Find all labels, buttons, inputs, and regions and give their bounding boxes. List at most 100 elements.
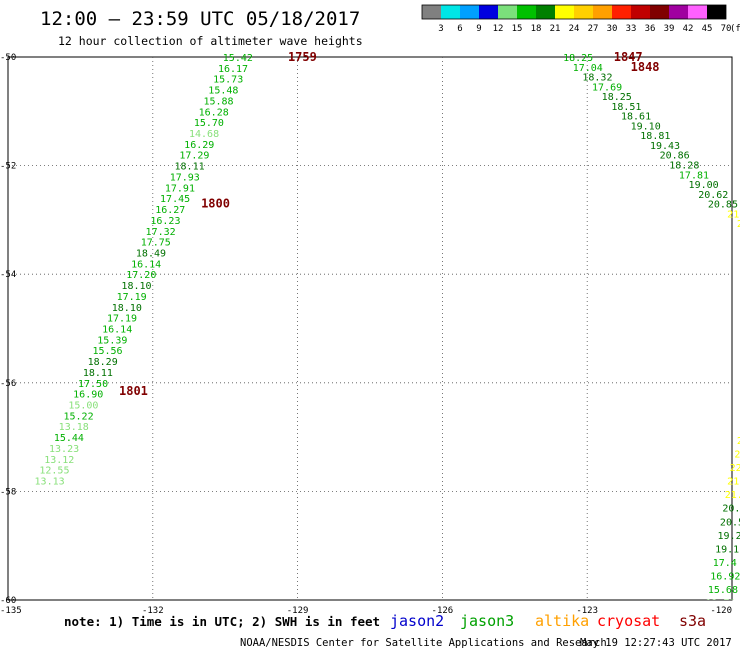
wave-height-value: 13.23: [49, 444, 79, 455]
longitude-labels: -135 -132 -129 -126 -123 -120: [0, 606, 732, 616]
satellite-jason2: jason2: [390, 612, 444, 630]
legend-label: 12: [493, 24, 504, 34]
wave-height-value: 13.12: [44, 455, 74, 466]
altimeter-track: 15.4216.1715.7315.4815.8816.2815.7014.68…: [35, 50, 317, 488]
wave-height-value: 20.85: [708, 200, 738, 211]
time-label: 1847: [614, 50, 643, 64]
wave-height-value: 12.72: [705, 599, 735, 610]
altimeter-track: 2 2. 22 21. 21. 20.0 20.5 19.2 19.1 17.4 16.92 15.6…: [705, 436, 740, 610]
wave-height-value: 18.32: [582, 73, 612, 84]
legend-swatch: [593, 5, 612, 19]
legend-label: 6: [457, 24, 462, 34]
longitude-label: -129: [287, 606, 309, 616]
wave-height-value: 15.68: [708, 585, 738, 596]
legend-label: 27: [588, 24, 599, 34]
legend-swatch: [707, 5, 726, 19]
wave-height-value: 17.69: [592, 82, 622, 93]
wave-height-value: 18.25: [563, 53, 593, 64]
legend-label: 39: [664, 24, 675, 34]
time-label: 1801: [119, 384, 148, 398]
footer-credit: NOAA/NESDIS Center for Satellite Applica…: [240, 637, 607, 649]
wave-height-value: 15.56: [92, 346, 122, 357]
legend-label: 21: [550, 24, 561, 34]
legend-border: [421, 4, 727, 20]
wave-height-value: 22: [730, 463, 740, 474]
wave-height-value: 13.13: [35, 477, 65, 488]
map-border: [7, 56, 733, 601]
legend-label: 42: [683, 24, 694, 34]
time-label: 1800: [201, 197, 230, 211]
wave-height-value: 16.14: [131, 259, 161, 270]
wave-height-value: 17.4: [713, 558, 737, 569]
wave-height-value: 16.14: [102, 325, 132, 336]
wave-height-value: 21.: [725, 490, 740, 501]
time-label: 1848: [631, 60, 660, 74]
wave-height-value: 18.51: [611, 102, 641, 113]
satellite-cryosat: cryosat: [597, 612, 660, 630]
wave-height-value: 20.5: [720, 517, 740, 528]
wave-height-value: 18.28: [669, 161, 699, 172]
legend-swatch: [441, 5, 460, 19]
time-label: 1759: [288, 50, 317, 64]
wave-height-value: 18.49: [136, 248, 166, 259]
wave-height-value: 17.29: [179, 151, 209, 162]
legend-swatch: [498, 5, 517, 19]
wave-height-value: 18.10: [112, 303, 142, 314]
satellite-legend: jason2 jason3 altika cryosat s3a: [390, 612, 706, 630]
legend-swatch: [517, 5, 536, 19]
wave-height-value: 19.10: [631, 121, 661, 132]
wave-height-value: 14.68: [189, 129, 219, 140]
wave-height-value: 17.19: [107, 314, 137, 325]
wave-height-value: 19.00: [689, 180, 719, 191]
wave-height-value: 17.19: [117, 292, 147, 303]
wave-height-value: 15.48: [208, 86, 238, 97]
legend-swatch: [422, 5, 441, 19]
wave-height-value: 18.10: [121, 281, 151, 292]
legend-label: 70: [721, 24, 732, 34]
map-frame: [7, 56, 733, 601]
wave-height-value: 17.91: [165, 183, 195, 194]
wave-height-value: 17.20: [126, 270, 156, 281]
legend-swatch: [650, 5, 669, 19]
longitude-label: -132: [142, 606, 164, 616]
longitude-label: -120: [710, 606, 732, 616]
wave-height-value: 17.45: [160, 194, 190, 205]
latitude-labels: -50 -52 -54 -56 -58 -60: [0, 53, 16, 606]
legend-label: 30: [607, 24, 618, 34]
wave-height-value: 18.61: [621, 112, 651, 123]
footer-note: note: 1) Time is in UTC; 2) SWH is in fe…: [64, 614, 380, 629]
wave-height-value: 17.32: [146, 227, 176, 238]
latitude-label: -54: [0, 270, 16, 280]
map-title: 12:00 — 23:59 UTC 05/18/2017: [40, 8, 360, 30]
altimeter-tracks: 15.4216.1715.7315.4815.8816.2815.7014.68…: [35, 50, 740, 610]
wave-height-value: 15.44: [54, 433, 84, 444]
legend-label: 33: [626, 24, 637, 34]
wave-height-value: 21.: [727, 477, 740, 488]
legend-label: 18: [531, 24, 542, 34]
wave-height-value: 17.75: [141, 238, 171, 249]
wave-height-value: 16.27: [155, 205, 185, 216]
wave-height-value: 15.42: [223, 53, 253, 64]
wave-height-value: 16.28: [199, 107, 229, 118]
legend-swatch: [574, 5, 593, 19]
wave-height-value: 16.23: [150, 216, 180, 227]
satellite-s3a: s3a: [679, 612, 706, 630]
footer-timestamp: May 19 12:27:43 UTC 2017: [580, 637, 732, 649]
wave-height-value: 17.50: [78, 379, 108, 390]
wave-height-value: 19.1: [715, 544, 739, 555]
legend-label: 24: [569, 24, 580, 34]
legend-label: 9: [476, 24, 481, 34]
wave-height-value: 15.22: [64, 411, 94, 422]
wave-height-value: 16.17: [218, 64, 248, 75]
latitude-label: -58: [0, 487, 16, 497]
wave-height-value: 18.25: [602, 92, 632, 103]
wave-height-value: 18.11: [83, 368, 113, 379]
wave-height-value: 18.11: [175, 162, 205, 173]
latitude-label: -50: [0, 53, 16, 63]
wave-height-value: 19.2: [718, 531, 740, 542]
latitude-label: -56: [0, 379, 16, 389]
wave-height-value: 2: [737, 436, 740, 447]
wave-height-value: 15.39: [97, 335, 127, 346]
